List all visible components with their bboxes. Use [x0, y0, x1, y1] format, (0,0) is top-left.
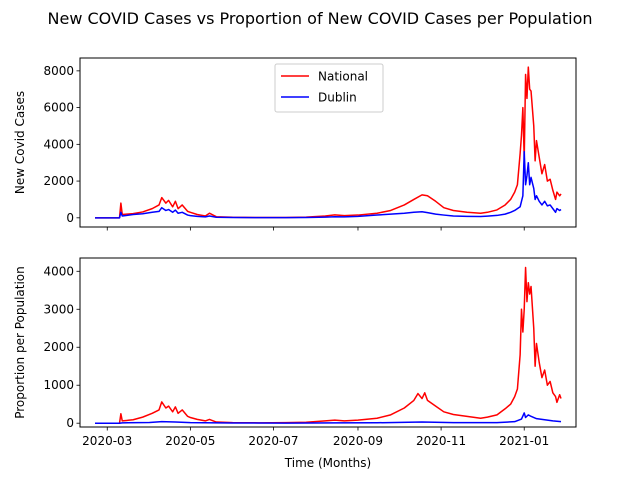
x-tick-label: 2020-11: [416, 434, 466, 448]
top-axes-frame: [79, 57, 577, 228]
bottom-plot-lines: [94, 266, 562, 424]
legend: National Dublin: [274, 63, 384, 113]
x-tick-label: 2020-09: [333, 434, 383, 448]
dublin-series-line-top: [94, 150, 562, 219]
top-y-ticks: 0 2000 4000 6000 8000: [43, 64, 80, 225]
top-subplot: 0 2000 4000 6000 8000 New Covid Cases Nation…: [13, 57, 577, 231]
x-tick-label: 2021-01: [499, 434, 549, 448]
bottom-axes-frame: [79, 257, 577, 428]
x-tick-label: 2020-07: [248, 434, 298, 448]
top-x-ticks: [106, 227, 525, 231]
y-tick-label: 4000: [43, 264, 74, 278]
y-tick-label: 1000: [43, 378, 74, 392]
bottom-y-axis-label: Proportion per Population: [13, 266, 27, 419]
y-tick-label: 0: [66, 211, 74, 225]
legend-dublin-label: Dublin: [318, 91, 357, 105]
x-tick-label: 2020-03: [82, 434, 132, 448]
y-tick-label: 0: [66, 416, 74, 430]
x-axis-label: Time (Months): [284, 456, 371, 470]
legend-national-label: National: [318, 70, 368, 84]
x-tick-label: 2020-05: [165, 434, 215, 448]
y-tick-label: 3000: [43, 302, 74, 316]
y-tick-label: 4000: [43, 137, 74, 151]
bottom-x-ticks: 2020-03 2020-05 2020-07 2020-09 2020-11 2021-…: [82, 427, 549, 448]
top-y-axis-label: New Covid Cases: [13, 91, 27, 194]
chart-title: New COVID Cases vs Proportion of New COV…: [48, 9, 593, 28]
y-tick-label: 2000: [43, 340, 74, 354]
top-plot-lines: [94, 66, 562, 219]
y-tick-label: 8000: [43, 64, 74, 78]
y-tick-label: 6000: [43, 101, 74, 115]
bottom-y-ticks: 0 1000 2000 3000 4000: [43, 264, 80, 430]
y-tick-label: 2000: [43, 174, 74, 188]
national-series-line-bottom: [94, 266, 562, 424]
dublin-series-line-bottom: [94, 412, 562, 424]
national-series-line-top: [94, 66, 562, 219]
